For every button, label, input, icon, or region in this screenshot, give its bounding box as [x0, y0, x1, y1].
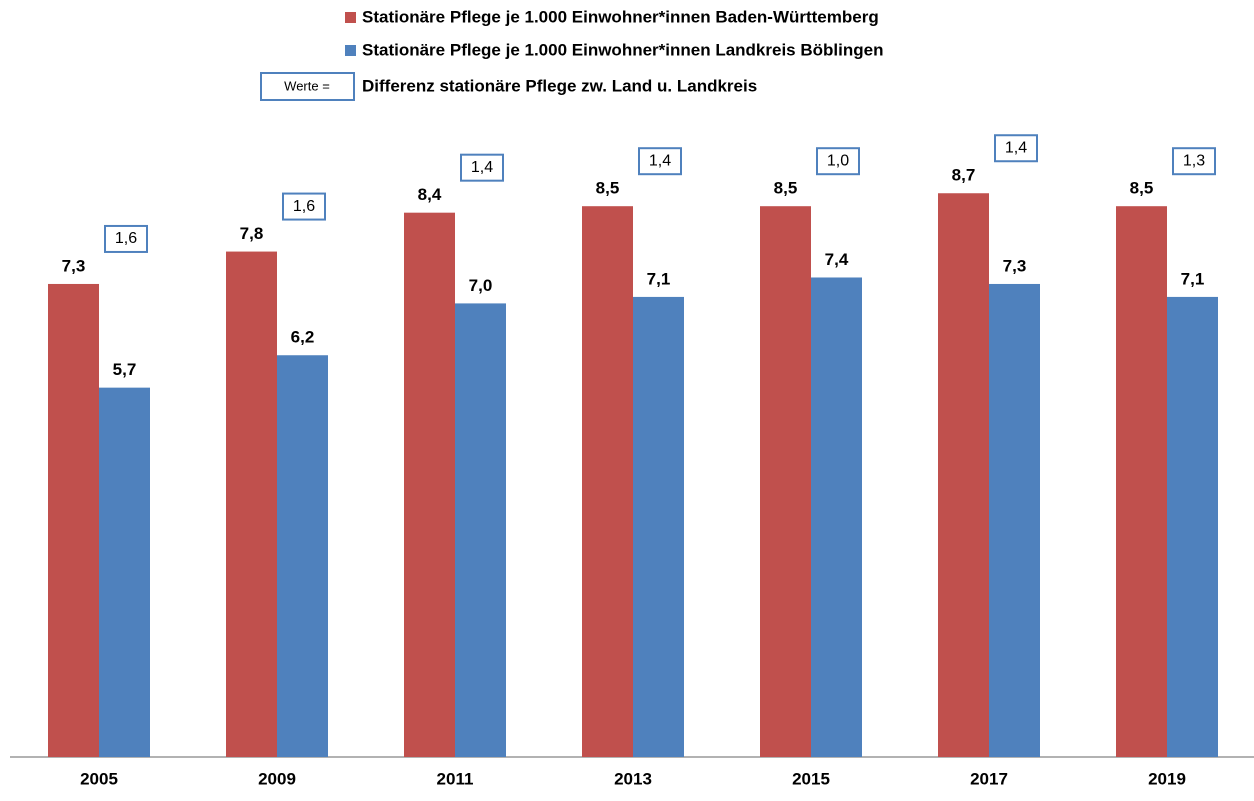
x-tick-label: 2009: [258, 769, 296, 788]
data-label: 8,5: [1130, 179, 1154, 198]
legend-box-label: Werte =: [284, 78, 330, 93]
bar: [811, 277, 862, 757]
difference-box: [1172, 147, 1216, 176]
difference-label: 1,4: [471, 159, 493, 176]
x-tick-label: 2019: [1148, 769, 1186, 788]
legend-label: Differenz stationäre Pflege zw. Land u. …: [362, 76, 757, 95]
bar: [989, 283, 1040, 757]
bar: [99, 387, 150, 757]
difference-label: 1,6: [293, 198, 315, 215]
difference-box: [282, 192, 326, 221]
legend-swatch: [345, 45, 356, 56]
difference-label: 1,4: [1005, 139, 1027, 156]
x-tick-label: 2005: [80, 769, 118, 788]
bar: [938, 193, 989, 758]
x-tick-label: 2011: [437, 769, 474, 788]
x-tick-label: 2015: [792, 769, 830, 788]
bar: [633, 296, 684, 757]
data-label: 7,1: [1181, 269, 1205, 288]
data-label: 8,5: [774, 179, 798, 198]
data-label: 7,3: [62, 256, 86, 275]
legend-label: Stationäre Pflege je 1.000 Einwohner*inn…: [362, 7, 879, 26]
legend-label: Stationäre Pflege je 1.000 Einwohner*inn…: [362, 40, 883, 59]
bar: [404, 212, 455, 757]
data-label: 8,7: [952, 166, 976, 185]
bar: [760, 206, 811, 757]
difference-label: 1,6: [115, 230, 137, 247]
legend-swatch: [345, 12, 356, 23]
difference-box: [638, 147, 682, 176]
x-tick-label: 2013: [614, 769, 652, 788]
difference-label: 1,4: [649, 152, 671, 169]
difference-label: 1,3: [1183, 152, 1205, 169]
bar: [582, 206, 633, 757]
data-label: 7,1: [647, 269, 671, 288]
bar: [48, 283, 99, 757]
bar: [1167, 296, 1218, 757]
bar: [1116, 206, 1167, 757]
data-label: 7,4: [825, 250, 849, 269]
bar: [277, 355, 328, 757]
data-label: 7,3: [1003, 256, 1027, 275]
x-tick-label: 2017: [970, 769, 1008, 788]
data-label: 6,2: [291, 328, 315, 347]
legend-box: [260, 72, 355, 101]
difference-box: [994, 134, 1038, 163]
data-label: 7,0: [469, 276, 493, 295]
data-label: 7,8: [240, 224, 264, 243]
difference-label: 1,0: [827, 152, 849, 169]
bar: [226, 251, 277, 757]
data-label: 5,7: [113, 360, 137, 379]
difference-box: [816, 147, 860, 176]
difference-box: [104, 224, 148, 253]
difference-box: [460, 153, 504, 182]
data-label: 8,5: [596, 179, 620, 198]
bar: [455, 303, 506, 757]
data-label: 8,4: [418, 185, 442, 204]
